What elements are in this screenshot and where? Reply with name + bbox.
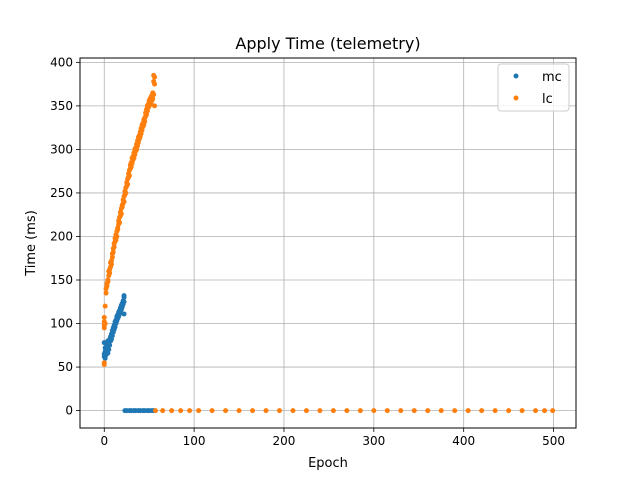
data-point [151,92,157,98]
data-point [196,408,202,414]
data-point [109,254,115,260]
data-point [142,119,148,125]
data-point [102,303,108,309]
y-axis-label: Time (ms) [24,210,39,277]
data-point [108,261,114,267]
data-point [121,293,127,299]
data-point [152,103,158,109]
y-tick-label: 0 [65,404,73,418]
data-point [438,408,444,414]
data-point [101,314,107,320]
y-axis-ticks: 0 50 100 150 200 250 300 350 400 [50,55,80,418]
y-tick-label: 100 [50,317,73,331]
y-tick-label: 400 [50,55,73,69]
y-tick-label: 350 [50,99,73,113]
data-point [357,408,363,414]
legend-marker-mc [513,73,519,79]
data-point [411,408,417,414]
data-point [398,408,404,414]
x-tick-label: 300 [362,434,385,448]
plot-points [101,72,556,414]
gridlines [80,58,576,428]
data-point [160,408,166,414]
data-point [111,244,117,250]
data-point [276,408,282,414]
data-point [550,408,556,414]
data-point [121,299,127,305]
data-point [123,190,129,196]
x-tick-label: 0 [100,434,108,448]
data-point [125,181,131,187]
y-tick-label: 150 [50,273,73,287]
legend: mc lc [497,63,570,112]
data-point [303,408,309,414]
legend-label-mc: mc [542,70,562,85]
data-point [152,81,158,87]
data-point [150,96,156,102]
x-tick-label: 400 [452,434,475,448]
data-point [187,408,193,414]
data-point [103,290,109,296]
series-lc [101,72,556,414]
data-point [223,408,229,414]
data-point [533,408,539,414]
y-tick-label: 300 [50,142,73,156]
y-tick-label: 50 [58,360,73,374]
data-point [169,408,175,414]
data-point [263,408,269,414]
data-point [290,408,296,414]
data-point [344,408,350,414]
data-point [102,321,108,327]
data-point [384,408,390,414]
data-point [114,233,120,239]
data-point [107,342,113,348]
data-point [330,408,336,414]
data-point [152,408,158,414]
data-point [506,408,512,414]
data-point [101,361,107,367]
data-point [519,408,525,414]
data-point [492,408,498,414]
data-point [542,408,548,414]
x-tick-label: 200 [273,434,296,448]
data-point [117,220,123,226]
data-point [236,408,242,414]
data-point [152,74,158,80]
x-tick-label: 100 [183,434,206,448]
data-point [126,173,132,179]
chart-title: Apply Time (telemetry) [235,34,420,53]
y-tick-label: 250 [50,186,73,200]
legend-label-lc: lc [542,92,553,107]
data-point [106,347,112,353]
x-axis-label: Epoch [308,456,348,471]
data-point [107,270,113,276]
data-point [121,311,127,317]
data-point [178,408,184,414]
data-point [110,249,116,255]
x-tick-label: 500 [542,434,565,448]
data-point [317,408,323,414]
data-point [105,279,111,285]
data-point [465,408,471,414]
data-point [250,408,256,414]
data-point [452,408,458,414]
legend-marker-lc [513,95,519,101]
data-point [425,408,431,414]
data-point [115,227,121,233]
x-axis-ticks: 0 100 200 300 400 500 [100,428,565,448]
data-point [371,408,377,414]
y-tick-label: 200 [50,229,73,243]
data-point [209,408,215,414]
data-point [118,211,124,217]
data-point [479,408,485,414]
data-point [121,199,127,205]
plot-frame [79,57,577,429]
